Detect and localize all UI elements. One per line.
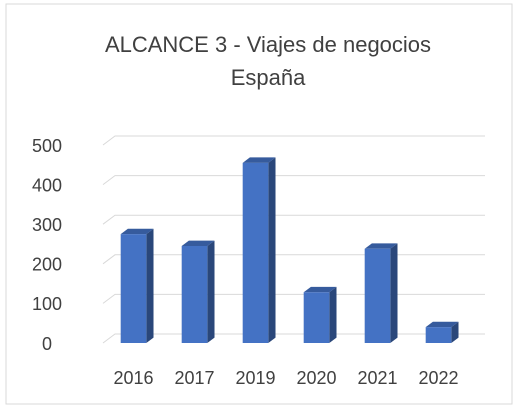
- bar-top: [242, 157, 276, 163]
- bar-side: [329, 286, 337, 343]
- bar-front: [181, 245, 208, 343]
- y-tick-label: 100: [32, 294, 62, 314]
- bar-top: [120, 228, 154, 235]
- x-tick-label: 2017: [174, 368, 214, 388]
- bar: [303, 286, 337, 343]
- chart-title: España: [231, 65, 306, 90]
- bar-front: [364, 248, 391, 343]
- bar: [425, 321, 459, 343]
- bar: [364, 243, 398, 343]
- grid-line: [102, 175, 485, 186]
- y-tick-label: 0: [42, 334, 52, 354]
- bar-side: [146, 228, 154, 343]
- x-tick-label: 2016: [113, 368, 153, 388]
- bar-front: [242, 162, 269, 343]
- bar: [181, 240, 215, 343]
- y-tick-label: 500: [32, 136, 62, 156]
- bar-top: [181, 240, 215, 246]
- bar-side: [451, 321, 459, 343]
- chart-title: ALCANCE 3 - Viajes de negocios: [105, 32, 431, 57]
- grid-line: [102, 254, 485, 265]
- bar-front: [425, 327, 452, 343]
- y-tick-label: 400: [32, 175, 62, 195]
- y-tick-label: 200: [32, 255, 62, 275]
- bar-front: [120, 234, 147, 343]
- grid-line: [102, 333, 485, 344]
- grid-line: [102, 214, 485, 225]
- bar: [120, 228, 154, 343]
- bar-top: [364, 243, 398, 249]
- x-tick-label: 2019: [235, 368, 275, 388]
- grid-line: [102, 135, 485, 146]
- x-tick-label: 2020: [296, 368, 336, 388]
- bar-side: [268, 157, 276, 343]
- bar: [242, 157, 276, 343]
- bar-top: [425, 321, 459, 328]
- x-tick-label: 2021: [357, 368, 397, 388]
- bar-top: [303, 286, 337, 293]
- bar-side: [390, 243, 398, 343]
- y-tick-label: 300: [32, 215, 62, 235]
- x-tick-label: 2022: [418, 368, 458, 388]
- grid-line: [102, 293, 485, 304]
- bar-front: [303, 292, 330, 343]
- bar-side: [207, 240, 215, 343]
